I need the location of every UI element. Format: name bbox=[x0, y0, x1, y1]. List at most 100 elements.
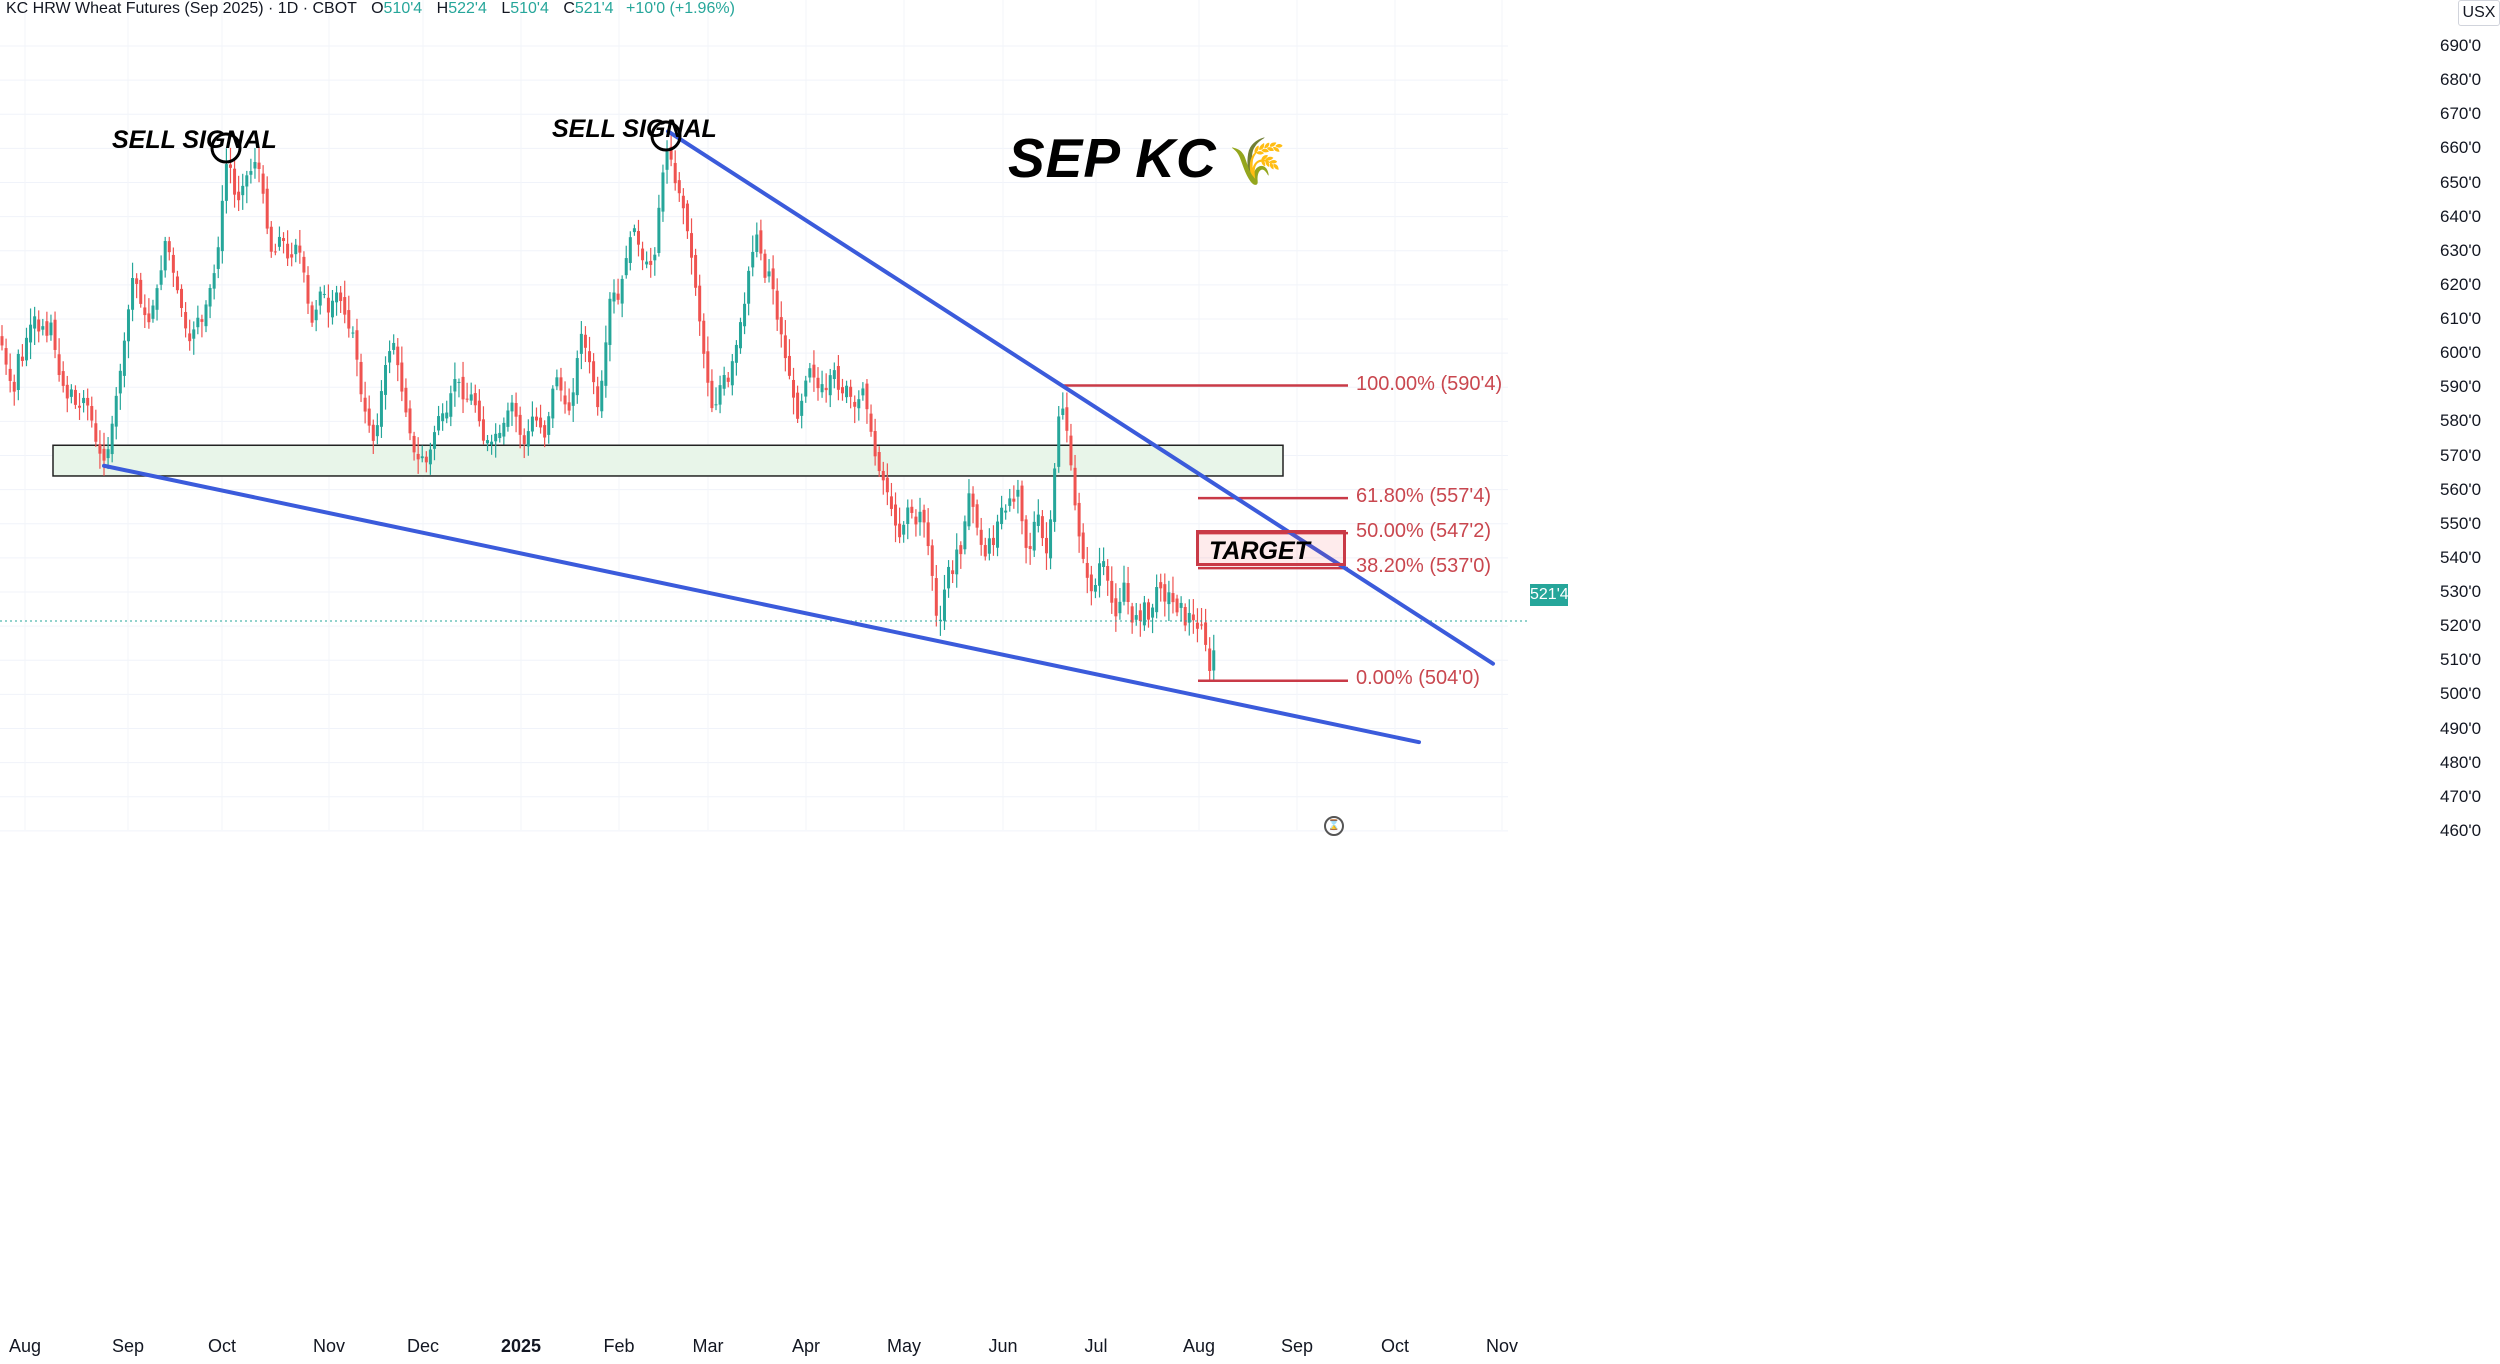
candle-body bbox=[151, 305, 155, 319]
trendlines[interactable] bbox=[102, 129, 1495, 745]
candle-body bbox=[865, 383, 869, 410]
candle-body bbox=[457, 381, 461, 383]
candle-body bbox=[486, 440, 490, 444]
clock-icon[interactable]: ⌛ bbox=[1324, 816, 1344, 836]
y-tick-label: 500'0 bbox=[2440, 684, 2482, 704]
candle-body bbox=[273, 251, 277, 253]
candle-body bbox=[967, 493, 971, 527]
candle-body bbox=[1061, 408, 1065, 415]
candle-body bbox=[339, 292, 343, 302]
candle-body bbox=[53, 319, 57, 350]
candle-body bbox=[408, 408, 412, 434]
candle-body bbox=[330, 300, 334, 318]
candle-body bbox=[498, 432, 502, 439]
close-value: 521'4 bbox=[574, 0, 614, 17]
y-tick-label: 690'0 bbox=[2440, 36, 2482, 55]
candle-body bbox=[706, 351, 710, 383]
candle-body bbox=[518, 414, 522, 435]
candle-body bbox=[473, 393, 477, 406]
candle-body bbox=[155, 288, 159, 310]
last-price-tag: 521'4 bbox=[1530, 584, 1569, 606]
candle-body bbox=[894, 504, 898, 526]
candle-body bbox=[1000, 507, 1004, 525]
candle-body bbox=[808, 368, 812, 378]
candle-body bbox=[131, 278, 135, 310]
candle-body bbox=[98, 444, 102, 454]
candle-body bbox=[612, 292, 616, 302]
candle-body bbox=[934, 578, 938, 616]
currency-button[interactable]: USX bbox=[2458, 0, 2500, 26]
x-tick-label: Aug bbox=[8, 1336, 42, 1356]
candle-body bbox=[20, 356, 24, 361]
support-zone[interactable] bbox=[52, 444, 1284, 477]
candle-body bbox=[388, 351, 392, 363]
candle-body bbox=[416, 453, 420, 460]
candle-body bbox=[371, 424, 375, 441]
low-value: 510'4 bbox=[510, 0, 549, 17]
candle-body bbox=[233, 168, 237, 195]
candle-body bbox=[216, 247, 220, 269]
candle-body bbox=[437, 416, 441, 431]
x-tick-label: Jul bbox=[1084, 1336, 1108, 1356]
candle-body bbox=[657, 207, 661, 253]
candle-body bbox=[1106, 566, 1110, 581]
candle-body bbox=[1081, 532, 1085, 559]
candle-body bbox=[192, 329, 196, 339]
candle-body bbox=[122, 340, 126, 376]
y-tick-label: 600'0 bbox=[2440, 343, 2482, 363]
candle-body bbox=[620, 278, 624, 304]
candle-body bbox=[1126, 583, 1130, 602]
candle-body bbox=[551, 388, 555, 419]
candle-body bbox=[951, 570, 955, 575]
candle-body bbox=[335, 292, 339, 303]
candle-body bbox=[942, 589, 946, 621]
y-tick-label: 610'0 bbox=[2440, 309, 2482, 328]
candle-body bbox=[1065, 407, 1069, 431]
candle-body bbox=[269, 226, 273, 252]
candle-body bbox=[441, 413, 445, 422]
sell-signal-circle-1 bbox=[210, 132, 242, 164]
candle-body bbox=[228, 164, 232, 168]
candle-body bbox=[1179, 602, 1183, 608]
candle-body bbox=[947, 566, 951, 589]
candle-body bbox=[987, 538, 991, 554]
candle-body bbox=[840, 387, 844, 394]
y-tick-label: 680'0 bbox=[2440, 70, 2482, 90]
y-tick-label: 540'0 bbox=[2440, 547, 2482, 567]
target-zone[interactable]: TARGET bbox=[1196, 530, 1346, 566]
y-tick-label: 460'0 bbox=[2440, 820, 2482, 840]
candle-body bbox=[0, 336, 4, 346]
candle-body bbox=[265, 188, 269, 229]
candle-body bbox=[469, 394, 473, 401]
candle-body bbox=[996, 521, 1000, 548]
candle-body bbox=[310, 305, 314, 323]
candle-body bbox=[681, 195, 685, 209]
candle-body bbox=[873, 431, 877, 457]
fib-retracement[interactable] bbox=[1063, 384, 1348, 682]
candle-body bbox=[787, 355, 791, 376]
y-tick-label: 550'0 bbox=[2440, 513, 2482, 533]
candle-body bbox=[1200, 624, 1204, 626]
high-label: H bbox=[436, 0, 449, 17]
symbol-header[interactable]: KC HRW Wheat Futures (Sep 2025) · 1D · C… bbox=[6, 0, 735, 22]
candle-body bbox=[102, 448, 106, 461]
candle-body bbox=[534, 416, 538, 421]
sell-signal-label-1: SELL SIGNAL bbox=[112, 126, 277, 154]
candle-body bbox=[918, 511, 922, 523]
candle-body bbox=[49, 322, 53, 336]
candle-body bbox=[698, 285, 702, 322]
candle-body bbox=[298, 245, 302, 253]
candle-body bbox=[853, 401, 857, 407]
candle-body bbox=[571, 392, 575, 406]
candle-body bbox=[106, 449, 110, 459]
candle-body bbox=[547, 416, 551, 435]
candle-body bbox=[869, 413, 873, 432]
candle-body bbox=[212, 273, 216, 289]
fib-label-50: 50.00% (547'2) bbox=[1356, 520, 1492, 542]
candle-body bbox=[139, 279, 143, 304]
candle-body bbox=[600, 380, 604, 412]
symbol-name[interactable]: KC HRW Wheat Futures (Sep 2025) · 1D · C… bbox=[6, 0, 357, 17]
candle-body bbox=[963, 521, 967, 550]
candle-body bbox=[1212, 650, 1216, 671]
